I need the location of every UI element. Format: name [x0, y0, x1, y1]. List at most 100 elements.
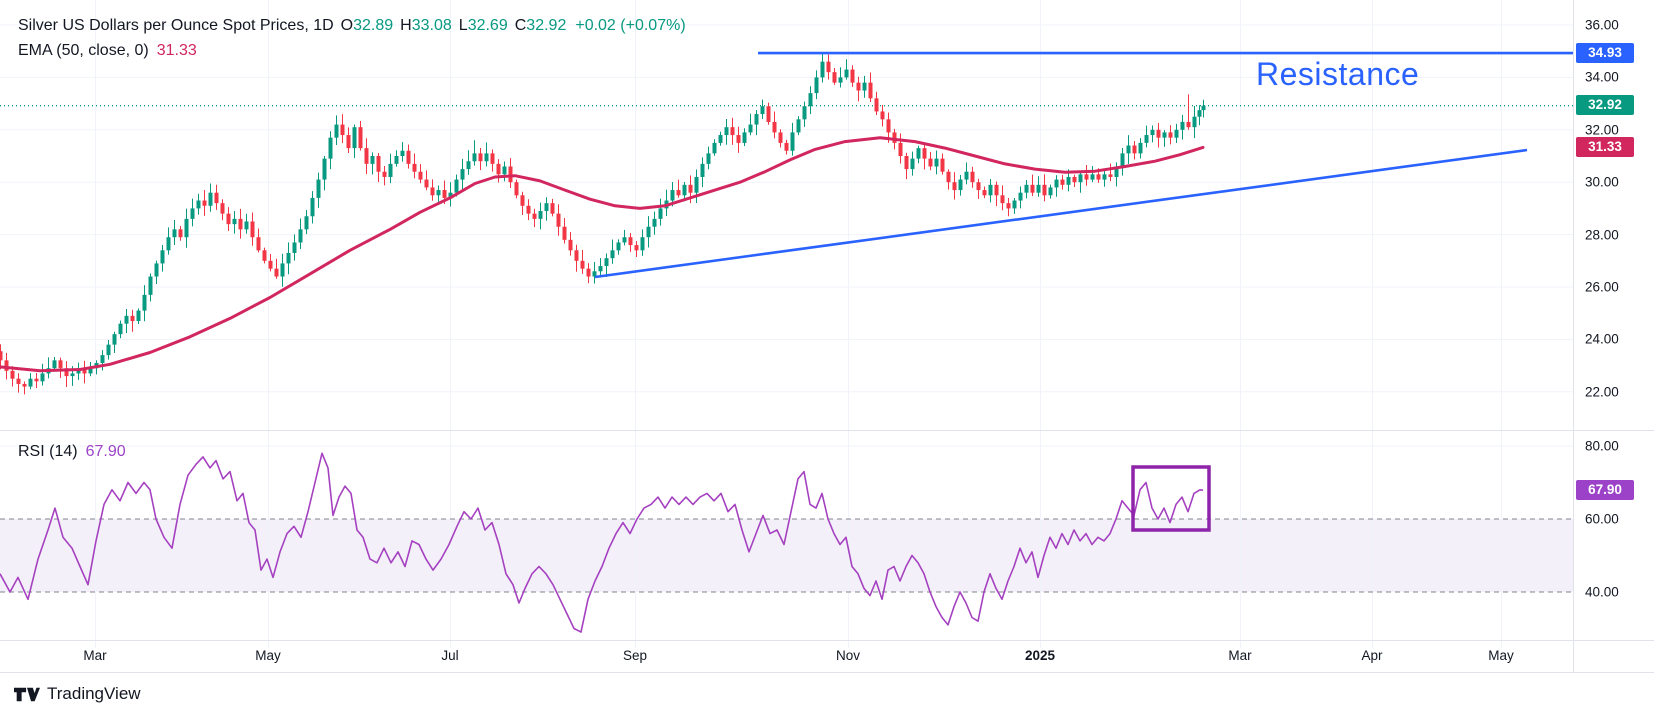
rsi-highlight-box[interactable]	[1131, 465, 1211, 532]
candle-body	[262, 250, 267, 261]
candle-body	[658, 208, 663, 219]
candle-body	[856, 82, 861, 91]
candle-body	[676, 190, 681, 196]
candle-body	[874, 98, 879, 112]
candle-body	[466, 161, 471, 170]
candle-body	[1060, 179, 1065, 185]
candle-body	[400, 150, 405, 156]
time-axis-label: Sep	[622, 648, 648, 663]
candle-body	[892, 132, 897, 143]
price-axis-label: 30.00	[1585, 174, 1619, 190]
rsi-value: 67.90	[85, 443, 126, 460]
candle-body	[970, 171, 975, 183]
candle-body	[988, 184, 993, 196]
candle-body	[364, 148, 369, 164]
candle-body	[460, 169, 465, 180]
candle-body	[670, 190, 675, 201]
candle-body	[1168, 132, 1173, 138]
candle-body	[1126, 145, 1131, 154]
candle-body	[382, 171, 387, 177]
candle-body	[358, 127, 363, 149]
rsi-axis-label: 40.00	[1585, 584, 1619, 600]
candle-body	[844, 69, 849, 78]
candle-body	[454, 179, 459, 193]
ohlc-low-value: 32.69	[467, 17, 508, 34]
price-badge-last: 32.92	[1576, 95, 1634, 115]
candle-body	[82, 368, 87, 374]
candle-body	[214, 192, 219, 204]
candle-body	[484, 153, 489, 162]
candle-body	[928, 158, 933, 167]
candle-body	[634, 245, 639, 251]
price-badge-resistance: 34.93	[1576, 43, 1634, 63]
candle-body	[88, 368, 93, 374]
candle-body	[508, 166, 513, 183]
ema-line[interactable]	[0, 136, 1205, 373]
rsi-legend[interactable]: RSI (14) 67.90	[18, 441, 126, 463]
candle-body	[520, 195, 525, 206]
candle-body	[280, 263, 285, 277]
time-axis-label: Mar	[83, 648, 107, 663]
resistance-annotation[interactable]: Resistance	[1256, 56, 1420, 92]
candle-body	[904, 156, 909, 170]
time-axis-label: Nov	[835, 648, 861, 663]
candle-body	[112, 334, 117, 345]
candle-body	[1120, 153, 1125, 167]
time-axis-label: Apr	[1361, 648, 1383, 663]
candle-body	[1048, 187, 1053, 196]
candle-body	[406, 150, 411, 164]
candle-body	[4, 360, 9, 371]
candle-body	[40, 373, 45, 382]
price-axis-label: 32.00	[1585, 122, 1619, 138]
candle-body	[1192, 116, 1197, 128]
candle-body	[322, 158, 327, 180]
candle-body	[502, 166, 507, 175]
candle-body	[160, 250, 165, 264]
candle-body	[304, 216, 309, 230]
candle-body	[544, 203, 549, 212]
candle-body	[10, 370, 15, 379]
candle-body	[802, 106, 807, 120]
candle-body	[472, 153, 477, 162]
candle-body	[424, 179, 429, 188]
candle-body	[700, 163, 705, 177]
candle-body	[0, 351, 3, 361]
candle-body	[586, 268, 591, 277]
candle-body	[142, 294, 147, 311]
candle-body	[994, 184, 999, 196]
tradingview-watermark[interactable]: TradingView	[14, 684, 141, 704]
candle-body	[1180, 121, 1185, 130]
candle-body	[682, 184, 687, 196]
candle-body	[286, 252, 291, 264]
candle-body	[958, 179, 963, 191]
symbol-legend[interactable]: Silver US Dollars per Ounce Spot Prices,…	[18, 14, 686, 38]
candle-body	[622, 237, 627, 243]
candle-body	[940, 158, 945, 172]
rsi-label: RSI (14)	[18, 443, 78, 460]
candle-body	[1108, 174, 1113, 177]
candle-body	[616, 242, 621, 251]
candle-body	[772, 121, 777, 133]
price-axis-label: 24.00	[1585, 331, 1619, 347]
rsi-line[interactable]	[0, 452, 1204, 633]
symbol-title: Silver US Dollars per Ounce Spot Prices,…	[18, 17, 334, 34]
candle-body	[784, 142, 789, 151]
candle-body	[694, 176, 699, 193]
candle-body	[598, 266, 603, 272]
ema-legend[interactable]: EMA (50, close, 0) 31.33	[18, 40, 197, 62]
candle-body	[1156, 129, 1161, 138]
candle-body	[706, 153, 711, 164]
candle-body	[1186, 121, 1191, 128]
candle-body	[826, 61, 831, 73]
time-axis-label: Mar	[1228, 648, 1252, 663]
support-trendline[interactable]	[594, 148, 1528, 279]
time-axis-label: Jul	[441, 648, 459, 663]
candle-body	[184, 218, 189, 238]
candle-body	[592, 271, 597, 277]
candle-body	[430, 187, 435, 196]
candle-body	[730, 127, 735, 136]
candle-body	[28, 378, 33, 387]
candle-body	[646, 226, 651, 238]
change-value: +0.02 (+0.07%)	[575, 17, 686, 34]
